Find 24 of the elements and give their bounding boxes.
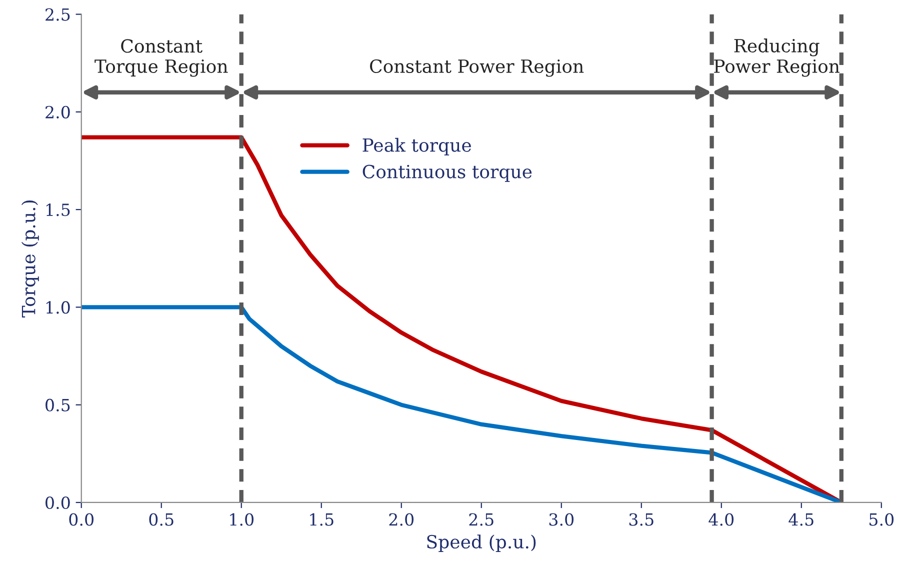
x-axis-title: Speed (p.u.) [427,534,536,552]
x-tick-label: 1.5 [310,513,334,526]
x-tick-label: 0.5 [149,513,174,526]
x-tick-label: 1.0 [230,513,254,526]
x-tick-label: 4.5 [788,513,814,526]
annotation: Constant Torque Region [94,39,228,77]
legend-label: Peak torque [362,138,471,156]
x-tick-label: 2.5 [469,513,494,526]
y-tick-label: 2.5 [46,8,70,21]
annotation: Reducing Power Region [714,38,840,77]
x-tick-label: 2.0 [389,513,414,526]
x-tick-label: 0.0 [69,513,94,526]
x-tick-label: 4.0 [708,513,734,526]
x-tick-label: 3.5 [629,513,654,526]
y-tick-label: 0.0 [46,496,70,510]
y-axis-title: Torque (p.u.) [21,200,39,318]
annotation: Constant Power Region [370,59,584,77]
y-tick-label: 1.5 [46,204,70,216]
x-tick-label: 3.0 [549,513,574,526]
legend-label: Continuous torque [362,164,532,182]
y-tick-label: 1.0 [46,301,70,314]
x-tick-label: 5.0 [870,513,894,526]
y-tick-label: 2.0 [46,106,70,118]
y-tick-label: 0.5 [46,398,70,412]
